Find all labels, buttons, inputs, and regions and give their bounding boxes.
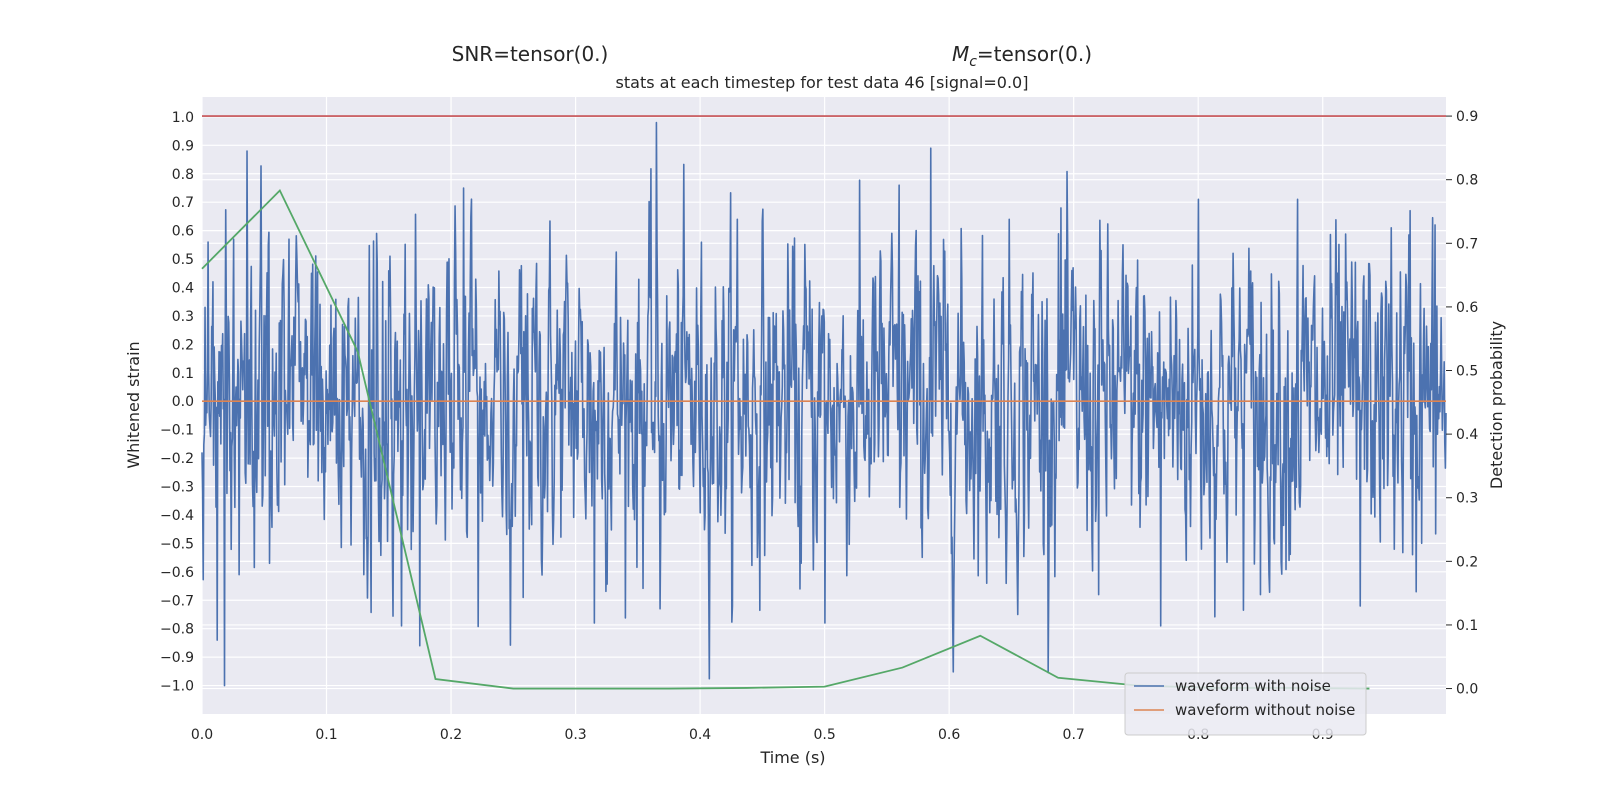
y-tick-label-left: 0.2 xyxy=(172,337,194,353)
y-axis-label-left: Whitened strain xyxy=(124,341,143,468)
y-tick-label-left: −0.6 xyxy=(160,565,194,581)
y-tick-label-left: −0.3 xyxy=(160,480,194,496)
y-tick-label-left: 1.0 xyxy=(172,110,194,126)
x-tick-label: 0.6 xyxy=(938,727,960,743)
y-tick-label-right: 0.8 xyxy=(1456,173,1478,189)
y-tick-label-right: 0.3 xyxy=(1456,491,1478,507)
y-tick-label-left: −1.0 xyxy=(160,679,194,695)
legend-label-without-noise: waveform without noise xyxy=(1175,701,1355,719)
y-tick-label-left: 0.5 xyxy=(172,252,194,268)
y-tick-label-left: 0.3 xyxy=(172,309,194,325)
x-tick-label: 0.4 xyxy=(689,727,711,743)
y-tick-label-left: 0.7 xyxy=(172,195,194,211)
y-tick-label-right: 0.1 xyxy=(1456,618,1478,634)
y-tick-label-left: 0.9 xyxy=(172,138,194,154)
y-tick-label-left: 0.1 xyxy=(172,366,194,382)
legend: waveform with noise waveform without noi… xyxy=(1124,672,1367,736)
y-tick-label-left: 0.4 xyxy=(172,281,194,297)
y-tick-label-left: −0.5 xyxy=(160,536,194,552)
y-tick-label-left: −0.2 xyxy=(160,451,194,467)
y-tick-label-left: −0.1 xyxy=(160,423,194,439)
y-tick-label-right: 0.4 xyxy=(1456,427,1478,443)
y-tick-label-left: −0.4 xyxy=(160,508,194,524)
tick-labels: 0.0 0.1 0.2 0.3 0.4 0.5 0.6 0.7 0.8 0.9 1.0 0.9 0.8 0… xyxy=(160,109,1478,743)
x-axis-label: Time (s) xyxy=(759,748,825,767)
legend-box xyxy=(1124,672,1367,736)
header-snr: SNR=tensor(0.) xyxy=(452,42,609,66)
y-tick-label-left: 0.0 xyxy=(172,394,194,410)
x-tick-label: 0.2 xyxy=(440,727,462,743)
x-tick-label: 0.5 xyxy=(813,727,835,743)
y-tick-label-left: −0.7 xyxy=(160,593,194,609)
x-tick-label: 0.3 xyxy=(564,727,586,743)
y-axis-label-right: Detection probability xyxy=(1487,321,1506,489)
x-tick-label: 0.7 xyxy=(1063,727,1085,743)
y-tick-label-left: 0.8 xyxy=(172,167,194,183)
x-tick-label: 0.1 xyxy=(315,727,337,743)
y-tick-label-right: 0.2 xyxy=(1456,554,1478,570)
y-tick-label-left: −0.9 xyxy=(160,650,194,666)
y-tick-label-right: 0.7 xyxy=(1456,236,1478,252)
legend-label-with-noise: waveform with noise xyxy=(1175,677,1331,695)
chart-title: stats at each timestep for test data 46 … xyxy=(616,73,1029,92)
header-chirp-mass: Mc=tensor(0.) xyxy=(952,42,1092,70)
y-tick-label-left: −0.8 xyxy=(160,622,194,638)
y-tick-label-right: 0.0 xyxy=(1456,682,1478,698)
series-waveform-with-noise xyxy=(201,121,1447,687)
y-tick-label-left: 0.6 xyxy=(172,224,194,240)
x-tick-label: 0.0 xyxy=(191,727,213,743)
y-tick-label-right: 0.6 xyxy=(1456,300,1478,316)
y-tick-label-right: 0.5 xyxy=(1456,364,1478,380)
y-tick-label-right: 0.9 xyxy=(1456,109,1478,125)
